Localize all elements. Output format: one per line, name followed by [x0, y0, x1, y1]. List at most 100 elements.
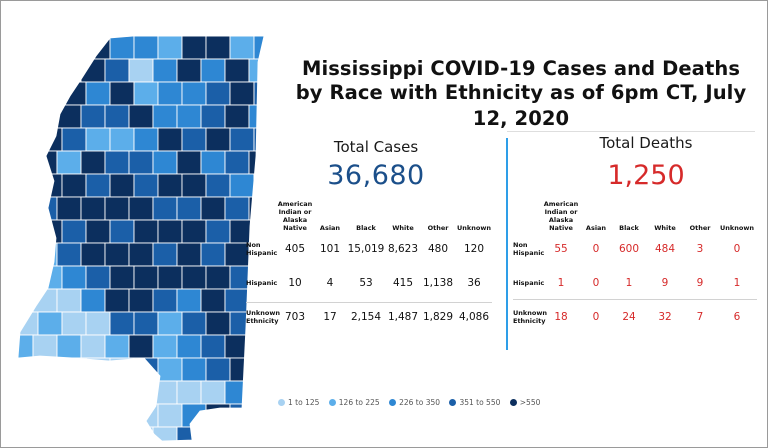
county-shape — [61, 265, 87, 290]
county-shape — [32, 380, 58, 405]
county-shape — [205, 403, 231, 428]
county-shape — [18, 265, 39, 290]
table-cell: 0 — [592, 311, 600, 323]
county-shape — [205, 81, 231, 106]
county-shape — [200, 288, 226, 313]
column-header: White — [654, 224, 676, 232]
county-shape — [133, 127, 159, 152]
table-cell: 415 — [392, 277, 414, 289]
county-shape — [181, 36, 207, 60]
county-shape — [109, 265, 135, 290]
county-shape — [200, 334, 226, 359]
total-cases-value: 36,680 — [327, 160, 425, 191]
county-shape — [128, 380, 154, 405]
county-shape — [133, 265, 159, 290]
county-shape — [109, 36, 135, 60]
county-shape — [18, 104, 34, 129]
county-shape — [205, 265, 231, 290]
county-shape — [61, 311, 87, 336]
corner-cell — [513, 196, 541, 232]
county-shape — [37, 357, 63, 382]
county-shape — [133, 311, 159, 336]
county-shape — [157, 403, 183, 428]
county-shape — [109, 127, 135, 152]
table-cell: 0 — [592, 277, 600, 289]
deaths-by-race-table: American Indian or Alaska Native Asian B… — [513, 196, 757, 334]
county-shape — [181, 81, 207, 106]
column-header: Other — [689, 224, 711, 232]
column-header: White — [392, 224, 414, 232]
county-shape — [200, 150, 226, 175]
table-cell: 600 — [618, 243, 640, 255]
legend-item: 226 to 350 — [389, 398, 440, 407]
table-cell: 32 — [658, 311, 672, 323]
county-shape — [200, 196, 226, 221]
legend-label: 126 to 225 — [338, 398, 380, 407]
county-shape — [224, 104, 250, 129]
county-shape — [56, 196, 82, 221]
county-shape — [18, 334, 34, 359]
county-shape — [85, 127, 111, 152]
column-header: Unknown — [720, 224, 754, 232]
county-shape — [61, 81, 87, 106]
county-shape — [104, 104, 130, 129]
page-title-line-2: by Race with Ethnicity as of 6pm CT, Jul… — [295, 81, 747, 130]
county-shape — [18, 380, 34, 405]
county-shape — [224, 58, 250, 83]
county-shape — [229, 357, 255, 382]
total-deaths-value: 1,250 — [607, 160, 685, 191]
county-shape — [18, 242, 34, 267]
county-shape — [85, 357, 111, 382]
county-shape — [248, 380, 264, 405]
county-shape — [224, 426, 250, 441]
county-shape — [181, 127, 207, 152]
county-shape — [104, 150, 130, 175]
county-shape — [133, 36, 159, 60]
table-row: Hispanic 10 4 53 415 1,138 36 — [246, 266, 492, 300]
county-shape — [80, 150, 106, 175]
column-header: American Indian or Alaska Native — [543, 200, 579, 232]
county-shape — [32, 242, 58, 267]
table-cell: 18 — [554, 311, 568, 323]
county-shape — [176, 58, 202, 83]
county-shape — [205, 357, 231, 382]
legend-label: 351 to 550 — [459, 398, 501, 407]
county-shape — [56, 334, 82, 359]
table-cell: 17 — [323, 311, 337, 323]
county-shape — [109, 81, 135, 106]
legend-item: 126 to 225 — [328, 398, 380, 407]
county-shape — [205, 173, 231, 198]
legend-swatch — [278, 399, 285, 406]
legend-item: 1 to 125 — [278, 398, 319, 407]
county-shape — [133, 403, 159, 428]
table-cell: 10 — [288, 277, 302, 289]
county-shape — [85, 403, 111, 428]
county-shape — [176, 150, 202, 175]
county-shape — [80, 426, 106, 441]
table-header-row: American Indian or Alaska Native Asian B… — [246, 196, 492, 232]
county-shape — [32, 150, 58, 175]
county-shape — [80, 58, 106, 83]
county-shape — [248, 334, 264, 359]
county-shape — [56, 426, 82, 441]
county-shape — [37, 311, 63, 336]
county-shape — [61, 219, 87, 244]
table-cell: 0 — [733, 243, 741, 255]
legend-item: 351 to 550 — [449, 398, 500, 407]
county-shape — [157, 81, 183, 106]
table-cell: 9 — [661, 277, 669, 289]
county-shape — [32, 104, 58, 129]
county-shape — [18, 58, 34, 83]
legend-swatch — [449, 399, 457, 406]
total-deaths-heading: Total Deaths — [599, 134, 693, 152]
county-shape — [37, 265, 63, 290]
table-cell: 480 — [427, 243, 449, 255]
table-cell: 484 — [654, 243, 676, 255]
county-shape — [109, 357, 135, 382]
county-shape — [85, 173, 111, 198]
county-shape — [128, 58, 154, 83]
county-shape — [181, 403, 207, 428]
county-shape — [85, 81, 111, 106]
county-shape — [181, 357, 207, 382]
table-cell: 1,138 — [422, 277, 454, 289]
